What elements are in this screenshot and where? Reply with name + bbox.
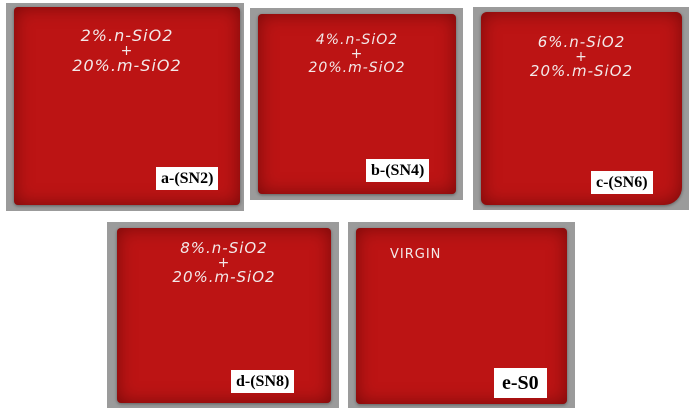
sample-photo-d: 8%.n-SiO2 + 20%.m-SiO2 d-(SN8): [107, 222, 339, 408]
sample-photo-e: VIRGIN e-S0: [348, 222, 575, 408]
rubber-sheet-c: 6%.n-SiO2 + 20%.m-SiO2 c-(SN6): [481, 12, 682, 205]
sample-label-b: b-(SN4): [366, 159, 430, 183]
sample-label-d: d-(SN8): [231, 370, 295, 394]
handwriting-c-line1: 6%.n-SiO2: [537, 33, 626, 51]
handwriting-c: 6%.n-SiO2 + 20%.m-SiO2: [481, 33, 682, 81]
handwriting-b-line2: 20%.m-SiO2: [308, 60, 406, 77]
handwriting-a-line1: 2%.n-SiO2: [80, 26, 174, 45]
handwriting-b-plus: +: [350, 46, 364, 63]
sample-label-a: a-(SN2): [156, 167, 219, 191]
handwriting-a-line2: 20%.m-SiO2: [72, 56, 182, 76]
handwriting-d-plus: +: [217, 255, 231, 272]
rubber-sheet-d: 8%.n-SiO2 + 20%.m-SiO2 d-(SN8): [117, 228, 331, 403]
handwriting-d-line1: 8%.n-SiO2: [180, 239, 268, 257]
sample-label-c: c-(SN6): [591, 171, 653, 195]
handwriting-e-line1: VIRGIN: [390, 247, 442, 262]
handwriting-c-line2: 20%.m-SiO2: [529, 62, 634, 81]
sample-photo-c: 6%.n-SiO2 + 20%.m-SiO2 c-(SN6): [473, 7, 689, 210]
handwriting-e: VIRGIN: [390, 247, 442, 263]
handwriting-a: 2%.n-SiO2 + 20%.m-SiO2: [14, 26, 240, 76]
rubber-sheet-a: 2%.n-SiO2 + 20%.m-SiO2 a-(SN2): [14, 7, 240, 205]
handwriting-b: 4%.n-SiO2 + 20%.m-SiO2: [258, 32, 456, 76]
sample-photo-a: 2%.n-SiO2 + 20%.m-SiO2 a-(SN2): [6, 3, 244, 211]
handwriting-d-line2: 20%.m-SiO2: [172, 268, 276, 287]
rubber-sheet-b: 4%.n-SiO2 + 20%.m-SiO2 b-(SN4): [258, 14, 456, 194]
handwriting-c-plus: +: [575, 49, 588, 66]
handwriting-b-line1: 4%.n-SiO2: [315, 32, 399, 48]
sample-photo-b: 4%.n-SiO2 + 20%.m-SiO2 b-(SN4): [250, 8, 463, 200]
sample-label-e: e-S0: [494, 368, 547, 398]
rubber-sheet-e: VIRGIN e-S0: [356, 228, 567, 404]
handwriting-a-plus: +: [120, 43, 134, 60]
handwriting-d: 8%.n-SiO2 + 20%.m-SiO2: [117, 239, 331, 287]
